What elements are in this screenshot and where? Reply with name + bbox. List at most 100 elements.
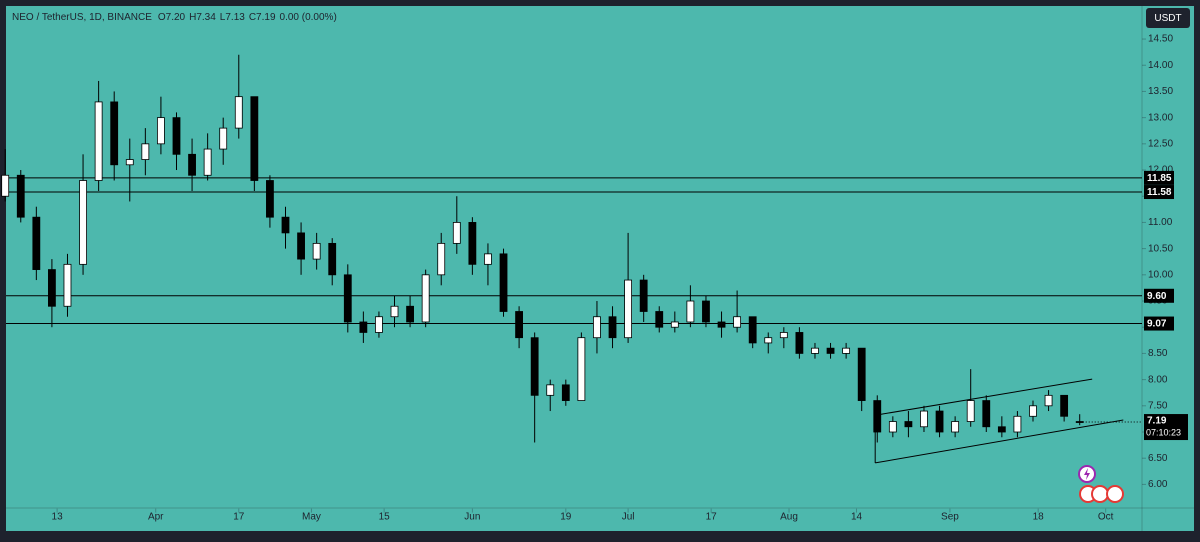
candle-body — [904, 421, 913, 428]
candle — [904, 411, 913, 438]
candle-body — [1029, 405, 1037, 417]
candle — [546, 379, 555, 412]
candle — [888, 416, 897, 438]
candle — [203, 133, 212, 181]
candle — [1044, 390, 1053, 412]
candle-body — [733, 316, 742, 328]
candle-body — [702, 300, 710, 323]
candle-body — [515, 311, 523, 339]
candle-body — [141, 143, 150, 160]
candle — [733, 290, 742, 333]
candle-body — [94, 101, 103, 181]
x-tick-label: Oct — [1098, 512, 1114, 523]
candle — [1060, 394, 1069, 422]
candle-body — [857, 347, 866, 401]
y-tick-label: 13.50 — [1148, 86, 1173, 97]
x-tick-label: 17 — [706, 512, 718, 523]
candle — [141, 128, 150, 176]
candle-body — [328, 242, 337, 276]
candle-body — [16, 174, 25, 218]
candle-body — [655, 311, 664, 328]
candle — [484, 243, 492, 286]
x-tick-label: Jun — [464, 512, 480, 523]
symbol-legend: NEO / TetherUS, 1D, BINANCE O7.20 H7.34 L7.… — [12, 12, 337, 23]
candle-body — [639, 279, 648, 312]
candle-body — [795, 332, 804, 354]
candle — [48, 259, 56, 328]
candle-body — [1013, 415, 1022, 433]
candle — [32, 206, 41, 281]
candle — [920, 405, 928, 433]
candle-body — [1044, 394, 1053, 407]
y-tick-label: 14.00 — [1148, 60, 1173, 71]
candle — [811, 342, 819, 359]
candle — [110, 91, 119, 181]
x-tick-label: 18 — [1033, 512, 1045, 523]
candle-body — [561, 384, 570, 401]
candle-body — [406, 305, 414, 323]
candle — [857, 347, 866, 412]
candle — [515, 306, 523, 349]
level-label: 9.60 — [1147, 291, 1167, 302]
y-tick-label: 8.50 — [1148, 348, 1168, 359]
candle-body — [530, 337, 539, 396]
candle — [499, 248, 508, 317]
candle — [951, 416, 960, 438]
x-tick-label: 17 — [233, 512, 245, 523]
candle-body — [297, 232, 305, 260]
candle — [297, 222, 305, 275]
candle — [468, 217, 477, 275]
candle — [873, 395, 882, 443]
channel-line — [875, 378, 1093, 416]
candle — [219, 117, 228, 165]
candle — [670, 311, 679, 333]
candle — [748, 316, 757, 349]
candle-body — [312, 242, 321, 260]
candle-body — [468, 222, 477, 265]
event-icon[interactable] — [1091, 485, 1109, 503]
candle-body — [951, 421, 960, 433]
event-icon[interactable] — [1106, 485, 1124, 503]
candle — [608, 306, 617, 349]
y-tick-label: 14.50 — [1148, 34, 1173, 45]
y-tick-label: 12.50 — [1148, 138, 1173, 149]
candle-body — [935, 410, 944, 433]
candle-body — [390, 305, 399, 318]
candle-body — [281, 216, 290, 234]
candle-body — [748, 316, 757, 344]
candle-body — [32, 216, 41, 270]
candle — [1029, 400, 1037, 422]
candle — [686, 285, 695, 328]
candle — [717, 311, 726, 338]
x-tick-label: 14 — [851, 512, 863, 523]
candle-body — [1, 174, 10, 197]
x-tick-label: Apr — [148, 512, 164, 523]
candle-body — [203, 148, 212, 176]
candle — [1013, 411, 1022, 438]
candle — [593, 301, 601, 354]
candle-body — [577, 337, 586, 401]
currency-button[interactable] — [1146, 8, 1190, 28]
candle — [639, 274, 648, 322]
candle — [375, 311, 383, 338]
x-tick-label: 15 — [379, 512, 391, 523]
y-tick-label: 6.50 — [1148, 453, 1168, 464]
candle-body — [717, 321, 726, 328]
candle — [764, 332, 773, 354]
legend-item: O7.20 — [158, 12, 186, 23]
legend-item: NEO / TetherUS, 1D, BINANCE — [12, 12, 152, 23]
candle-body — [359, 321, 368, 333]
candle — [1, 149, 10, 202]
candle-body — [811, 347, 819, 354]
candle — [390, 295, 399, 328]
candle — [530, 332, 539, 443]
candle — [328, 238, 337, 286]
x-tick-label: May — [302, 512, 321, 523]
candle-body — [250, 96, 259, 181]
candle — [779, 327, 788, 349]
legend-item: L7.13 — [220, 12, 245, 23]
y-tick-label: 7.50 — [1148, 400, 1168, 411]
candle-body — [343, 274, 352, 323]
candle — [16, 170, 25, 223]
